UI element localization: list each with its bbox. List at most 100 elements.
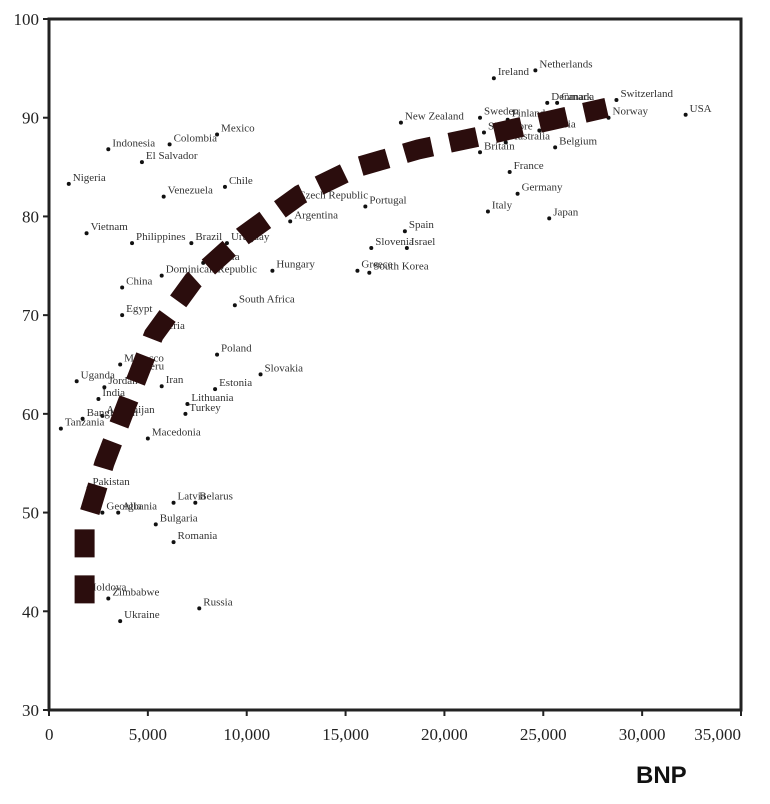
point-label: Philippines [136, 231, 186, 243]
data-point [215, 132, 220, 137]
point-label: Moldova [87, 582, 127, 594]
point-label: Georgia [106, 501, 141, 513]
point-label: Japan [553, 206, 579, 218]
data-point [167, 142, 172, 147]
point-label: South Africa [239, 293, 295, 305]
point-label: Romania [178, 530, 218, 542]
point-label: Latvia [178, 491, 206, 503]
point-label: Israel [411, 236, 435, 248]
data-point [145, 436, 150, 441]
data-point [270, 268, 275, 273]
point-label: Britain [484, 140, 515, 152]
data-point [161, 194, 166, 199]
data-point [193, 500, 198, 505]
trend-line-path [74, 98, 609, 604]
point-label: Belarus [199, 491, 233, 503]
point-label: Chile [229, 175, 253, 187]
data-point [197, 606, 202, 611]
data-point [120, 313, 125, 318]
point-label: Greece [361, 259, 392, 271]
data-point [120, 285, 125, 290]
data-point [402, 229, 407, 234]
x-axis-label: BNP [636, 762, 687, 789]
y-tick-label: 50 [22, 504, 39, 523]
point-label: Zimbabwe [112, 586, 159, 598]
data-point [507, 170, 512, 175]
data-point [130, 241, 135, 246]
data-point [537, 128, 542, 133]
plot-area-frame [47, 17, 743, 712]
data-point [683, 112, 688, 117]
data-point [481, 130, 486, 135]
data-point [153, 522, 158, 527]
y-tick-label: 40 [22, 602, 39, 621]
data-point [139, 160, 144, 165]
point-label: Macedonia [152, 427, 201, 439]
data-point [189, 241, 194, 246]
point-label: Mexico [221, 122, 255, 134]
data-point [398, 120, 403, 125]
point-label: Bulgaria [160, 512, 198, 524]
x-tick-label: 20,000 [421, 725, 468, 744]
point-label: Nigeria [73, 172, 106, 184]
data-point [171, 500, 176, 505]
point-label: Canada [561, 91, 594, 103]
data-point [553, 145, 558, 150]
point-label: Egypt [126, 303, 152, 315]
x-tick-label: 25,000 [520, 725, 567, 744]
data-point [555, 100, 560, 105]
data-point [478, 150, 483, 155]
point-label: Venezuela [168, 185, 213, 197]
y-tick-label: 90 [22, 109, 39, 128]
point-label: Argentina [294, 209, 338, 221]
data-point [215, 352, 220, 357]
point-label: Czech Republic [298, 190, 368, 202]
point-label: Colombia [174, 132, 218, 144]
trend-line [74, 98, 609, 604]
y-tick-label: 30 [22, 701, 39, 720]
data-point [213, 387, 218, 392]
point-label: Estonia [219, 377, 252, 389]
point-label: Albania [122, 501, 157, 513]
x-tick-label: 15,000 [322, 725, 369, 744]
data-point [232, 303, 237, 308]
x-tick-label: 5,000 [129, 725, 167, 744]
data-point [614, 97, 619, 102]
point-label: Brazil [195, 231, 222, 243]
x-tick-label: 10,000 [223, 725, 270, 744]
data-point [367, 270, 372, 275]
data-point [355, 268, 360, 273]
point-label: Russia [203, 596, 232, 608]
data-point [222, 184, 227, 189]
data-point [159, 273, 164, 278]
x-tick-label: 0 [45, 725, 54, 744]
data-point [159, 384, 164, 389]
x-tick-label: 30,000 [619, 725, 666, 744]
point-label: Slovenia [375, 236, 414, 248]
data-point [491, 76, 496, 81]
point-label: South Korea [373, 261, 428, 273]
data-point [118, 362, 123, 367]
point-label: Ukraine [124, 609, 160, 621]
data-point [116, 510, 121, 515]
point-label: Poland [221, 343, 252, 355]
x-axis-ticks: 0 5,000 10,000 15,000 20,000 25,000 30,000 35,0… [45, 710, 742, 744]
point-label: Tanzania [65, 417, 105, 429]
data-point [66, 181, 71, 186]
data-point [106, 147, 111, 152]
point-label: New Zealand [405, 111, 464, 123]
data-point [100, 510, 105, 515]
point-label: Turkey [189, 402, 221, 414]
point-label: Uganda [81, 369, 115, 381]
data-point [369, 246, 374, 251]
data-point [533, 68, 538, 73]
point-label: Netherlands [539, 58, 592, 70]
point-label: Lithuania [191, 392, 233, 404]
data-point [503, 140, 508, 145]
data-point [84, 231, 89, 236]
data-point [96, 397, 101, 402]
data-point [545, 100, 550, 105]
data-point [183, 411, 188, 416]
data-point [288, 219, 293, 224]
point-label: Portugal [369, 195, 406, 207]
